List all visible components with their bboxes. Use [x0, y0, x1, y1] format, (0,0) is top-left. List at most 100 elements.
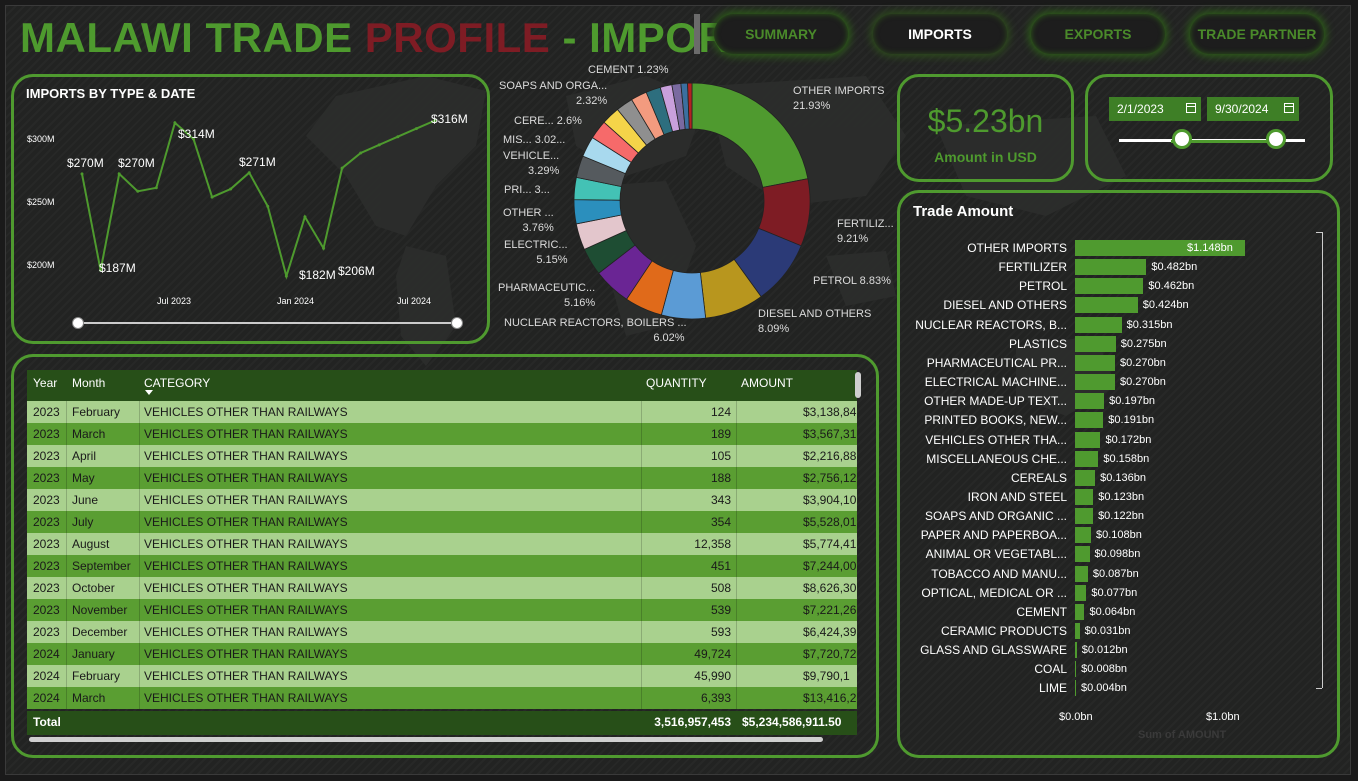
date-range-slider-end-handle[interactable]: [451, 317, 463, 329]
cell-amount: $8,626,30: [803, 581, 857, 595]
table-row[interactable]: 2023 August VEHICLES OTHER THAN RAILWAYS 12…: [27, 533, 857, 555]
line-point[interactable]: [210, 195, 214, 199]
table-row[interactable]: 2024 January VEHICLES OTHER THAN RAILWAYS 4…: [27, 643, 857, 665]
date-range-slider-track[interactable]: [78, 322, 458, 324]
column-divider: [736, 599, 737, 621]
line-point[interactable]: [191, 137, 195, 141]
donut-slice[interactable]: [687, 82, 693, 130]
line-point[interactable]: [266, 204, 270, 208]
bar[interactable]: [1075, 546, 1090, 563]
bar[interactable]: [1075, 584, 1087, 601]
y-tick-300: $300M: [27, 134, 55, 144]
table-row[interactable]: 2023 March VEHICLES OTHER THAN RAILWAYS 189…: [27, 423, 857, 445]
column-header-amount[interactable]: AMOUNT: [741, 376, 793, 390]
bar[interactable]: [1075, 335, 1116, 352]
line-point[interactable]: [247, 171, 251, 175]
line-point[interactable]: [117, 172, 121, 176]
column-header-year[interactable]: Year: [33, 376, 58, 390]
cell-category: VEHICLES OTHER THAN RAILWAYS: [144, 427, 348, 441]
date-slider-start-handle[interactable]: [1172, 129, 1192, 149]
line-point[interactable]: [414, 127, 418, 131]
column-header-month[interactable]: Month: [72, 376, 106, 390]
cell-amount: $3,138,84: [803, 405, 857, 419]
column-header-category[interactable]: CATEGORY: [144, 376, 211, 390]
line-point[interactable]: [80, 172, 84, 176]
nav-imports-button[interactable]: IMPORTS: [873, 14, 1007, 54]
bar[interactable]: [1075, 508, 1094, 525]
end-date-input[interactable]: 9/30/2024: [1207, 97, 1299, 121]
date-slider-end-handle[interactable]: [1266, 129, 1286, 149]
line-point[interactable]: [284, 274, 288, 278]
column-header-quantity[interactable]: QUANTITY: [646, 376, 707, 390]
table-horizontal-scrollbar[interactable]: [29, 737, 823, 742]
bar[interactable]: [1075, 412, 1104, 429]
table-row[interactable]: 2023 October VEHICLES OTHER THAN RAILWAYS 5…: [27, 577, 857, 599]
column-divider: [641, 489, 642, 511]
column-divider: [736, 423, 737, 445]
bar[interactable]: [1075, 603, 1085, 620]
cell-year: 2024: [33, 669, 60, 683]
bar[interactable]: [1075, 278, 1144, 295]
bar[interactable]: [1075, 623, 1080, 639]
bar-category-label: IRON AND STEEL: [967, 489, 1067, 504]
nav-exports-button[interactable]: EXPORTS: [1031, 14, 1165, 54]
bar[interactable]: [1075, 374, 1115, 391]
cell-quantity: 189: [710, 427, 731, 441]
start-date-input[interactable]: 2/1/2023: [1109, 97, 1201, 121]
donut-label-other-imports-name: OTHER IMPORTS: [793, 85, 885, 97]
table-row[interactable]: 2024 March VEHICLES OTHER THAN RAILWAYS 6,3…: [27, 687, 857, 709]
bar[interactable]: [1075, 240, 1245, 256]
bar[interactable]: [1075, 680, 1076, 697]
bar[interactable]: [1075, 297, 1138, 314]
line-point[interactable]: [322, 246, 326, 250]
date-filter-card: 2/1/2023 9/30/2024: [1085, 74, 1333, 182]
table-row[interactable]: 2024 February VEHICLES OTHER THAN RAILWAYS…: [27, 665, 857, 687]
donut-label-pharmaceutical: PHARMACEUTIC... 5.16%: [498, 281, 595, 311]
bar[interactable]: [1075, 354, 1115, 371]
table-row[interactable]: 2023 May VEHICLES OTHER THAN RAILWAYS 188 $2…: [27, 467, 857, 489]
line-point[interactable]: [173, 121, 177, 125]
bar[interactable]: [1075, 488, 1094, 505]
bar[interactable]: [1075, 259, 1147, 276]
table-row[interactable]: 2023 September VEHICLES OTHER THAN RAILWAY…: [27, 555, 857, 577]
bar-chart-scrollbar[interactable]: [1322, 232, 1323, 688]
line-point[interactable]: [99, 268, 103, 272]
bar[interactable]: [1075, 527, 1091, 544]
date-range-slider-start-handle[interactable]: [72, 317, 84, 329]
line-point[interactable]: [396, 135, 400, 139]
nav-summary-button[interactable]: SUMMARY: [714, 14, 848, 54]
line-point[interactable]: [229, 187, 233, 191]
bar[interactable]: [1075, 393, 1105, 410]
line-point[interactable]: [136, 189, 140, 193]
bar-category-label: OTHER MADE-UP TEXT...: [924, 394, 1067, 409]
bar[interactable]: [1075, 469, 1096, 486]
nav-trade-partner-button[interactable]: TRADE PARTNER: [1190, 14, 1324, 54]
line-point[interactable]: [433, 118, 437, 122]
cell-amount: $5,528,01: [803, 515, 857, 529]
bar[interactable]: [1075, 642, 1077, 659]
sort-descending-icon[interactable]: [145, 390, 153, 395]
line-point[interactable]: [303, 215, 307, 219]
table-vertical-scrollbar[interactable]: [855, 372, 861, 398]
table-row[interactable]: 2023 November VEHICLES OTHER THAN RAILWAYS…: [27, 599, 857, 621]
cell-quantity: 539: [710, 603, 731, 617]
bar[interactable]: [1075, 565, 1088, 582]
table-row[interactable]: 2023 February VEHICLES OTHER THAN RAILWAYS…: [27, 401, 857, 423]
bar[interactable]: [1075, 661, 1077, 678]
table-row[interactable]: 2023 June VEHICLES OTHER THAN RAILWAYS 343 $…: [27, 489, 857, 511]
line-point[interactable]: [340, 166, 344, 170]
table-row[interactable]: 2023 April VEHICLES OTHER THAN RAILWAYS 105…: [27, 445, 857, 467]
table-row[interactable]: 2023 December VEHICLES OTHER THAN RAILWAYS…: [27, 621, 857, 643]
line-label-271: $271M: [239, 155, 276, 169]
donut-slice[interactable]: [691, 82, 809, 188]
bar[interactable]: [1075, 316, 1122, 333]
bar[interactable]: [1075, 431, 1101, 448]
column-divider: [66, 621, 67, 643]
line-point[interactable]: [377, 143, 381, 147]
bar-category-label: PRINTED BOOKS, NEW...: [924, 413, 1067, 428]
table-row[interactable]: 2023 July VEHICLES OTHER THAN RAILWAYS 354 $…: [27, 511, 857, 533]
line-point[interactable]: [154, 186, 158, 190]
line-point[interactable]: [359, 151, 363, 155]
bar-value-label: $0.012bn: [1081, 644, 1128, 657]
bar[interactable]: [1075, 450, 1099, 467]
